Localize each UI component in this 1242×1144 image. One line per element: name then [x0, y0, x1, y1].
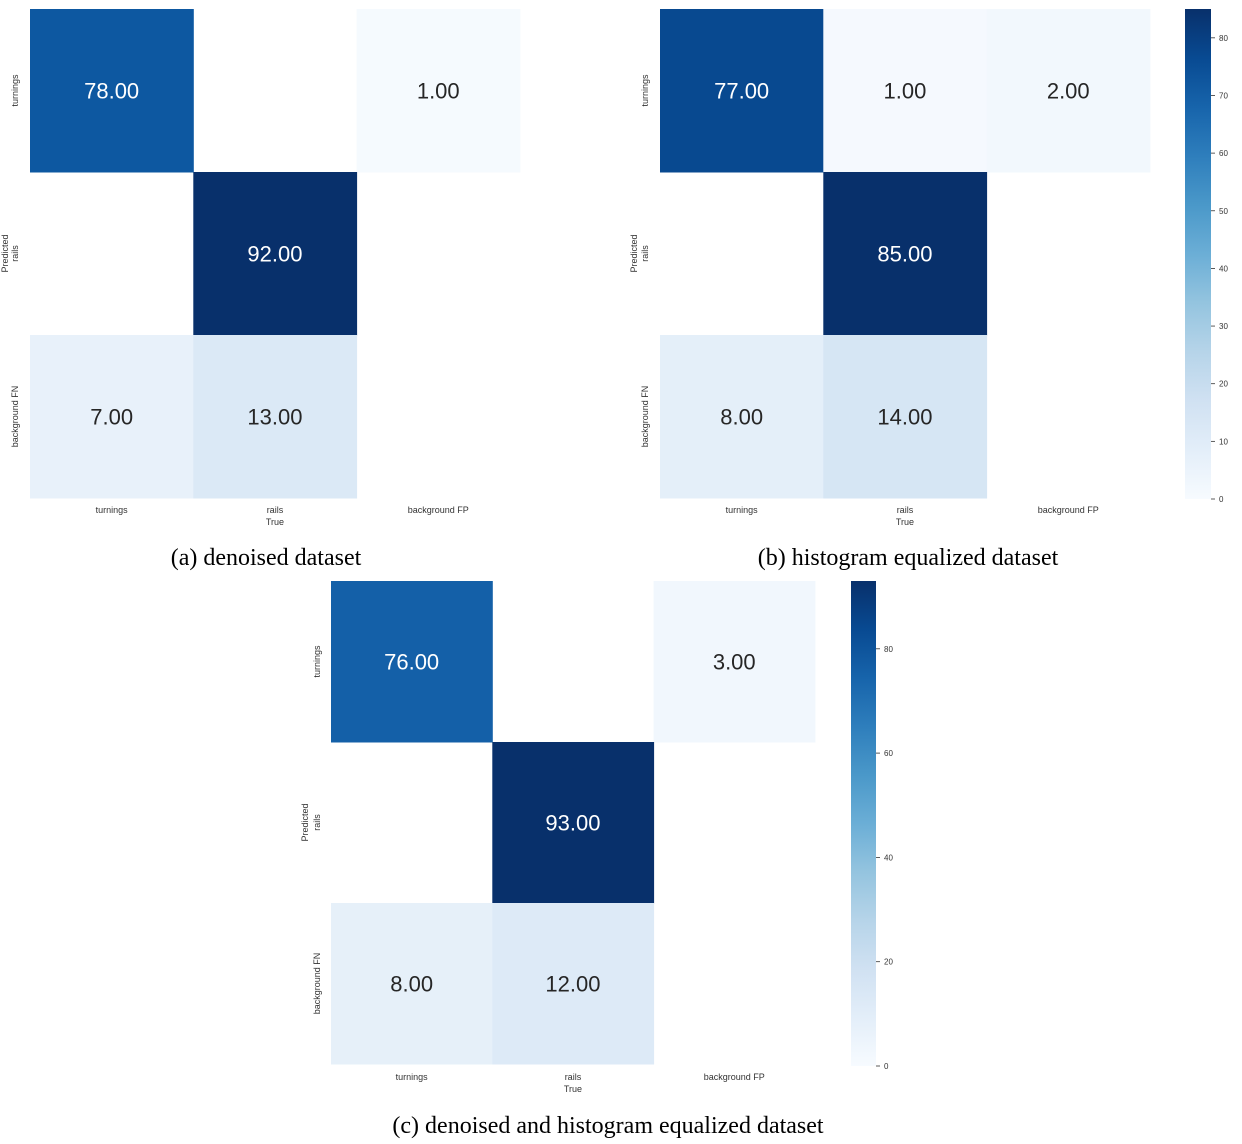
cell-value-label: 92.00	[247, 242, 302, 267]
heatmap-cell	[492, 742, 655, 904]
cell-value-label: 85.00	[877, 242, 932, 267]
y-axis-label: Predicted	[0, 234, 10, 272]
x-tick-label: background FP	[704, 1072, 765, 1082]
x-axis-label: True	[266, 517, 284, 527]
colorbar-tick-label: 60	[884, 749, 893, 758]
panel-caption: (c) denoised and histogram equalized dat…	[392, 1113, 824, 1139]
colorbar-tick-label: 20	[1219, 380, 1228, 389]
cell-value-label: 78.00	[84, 79, 139, 104]
heatmap-cell	[193, 335, 358, 499]
x-tick-label: background FP	[1038, 505, 1099, 515]
cell-value-label: 7.00	[90, 405, 133, 430]
heatmap-cell	[30, 335, 194, 499]
heatmap-cell	[653, 581, 816, 743]
heatmap-panel-2: 77.00 1.00 2.00 85.00 8.00 14.00 turnings rails…	[629, 9, 1228, 571]
cell-value-label: 14.00	[877, 405, 932, 430]
colorbar-tick-label: 60	[1219, 149, 1228, 158]
heatmap-cell	[986, 9, 1151, 173]
cell-value-label: 77.00	[714, 79, 769, 104]
heatmap-cell	[193, 172, 358, 336]
colorbar-tick-label: 50	[1219, 207, 1228, 216]
cell-value-label: 1.00	[884, 79, 927, 104]
y-axis-label: Predicted	[300, 803, 310, 841]
cell-value-label: 8.00	[720, 405, 763, 430]
x-tick-label: rails	[565, 1072, 582, 1082]
colorbar-tick-label: 80	[1219, 34, 1228, 43]
cell-value-label: 3.00	[713, 650, 756, 675]
heatmap-cell	[660, 9, 824, 173]
cell-value-label: 12.00	[545, 972, 600, 997]
cell-value-label: 1.00	[417, 79, 460, 104]
heatmap-cell	[823, 172, 988, 336]
y-tick-label: turnings	[640, 74, 650, 107]
x-tick-label: background FP	[408, 505, 469, 515]
heatmap-cell	[30, 9, 194, 173]
colorbar-tick-label: 80	[884, 645, 893, 654]
x-tick-label: rails	[267, 505, 284, 515]
y-axis-label: Predicted	[629, 234, 639, 272]
x-tick-label: turnings	[726, 505, 759, 515]
heatmap-cell	[331, 903, 493, 1065]
x-tick-label: rails	[897, 505, 914, 515]
colorbar-tick-label: 10	[1219, 437, 1228, 446]
heatmap-cell	[356, 9, 521, 173]
colorbar-tick-label: 40	[884, 853, 893, 862]
heatmap-cell	[823, 9, 988, 173]
y-tick-label: rails	[640, 245, 650, 262]
heatmap-cell	[660, 335, 824, 499]
heatmap-panel-1: 78.00 1.00 92.00 7.00 13.00 turnings rails back…	[0, 9, 521, 571]
panel-caption: (a) denoised dataset	[171, 545, 362, 571]
colorbar-tick-label: 20	[884, 958, 893, 967]
x-axis-label: True	[896, 517, 914, 527]
colorbar-tick-label: 40	[1219, 264, 1228, 273]
colorbar-tick-label: 0	[1219, 495, 1224, 504]
y-tick-label: turnings	[10, 74, 20, 107]
y-tick-label: background FN	[10, 386, 20, 448]
cell-value-label: 93.00	[545, 811, 600, 836]
x-axis-label: True	[564, 1084, 582, 1094]
cell-value-label: 8.00	[390, 972, 433, 997]
colorbar	[1185, 9, 1211, 499]
y-tick-label: rails	[312, 814, 322, 831]
y-tick-label: turnings	[312, 645, 322, 678]
panel-caption: (b) histogram equalized dataset	[758, 545, 1059, 571]
colorbar-tick-label: 30	[1219, 322, 1228, 331]
colorbar	[851, 581, 876, 1066]
cell-value-label: 13.00	[247, 405, 302, 430]
colorbar-tick-label: 0	[884, 1062, 889, 1071]
heatmap-cell	[492, 903, 655, 1065]
heatmap-cell	[823, 335, 988, 499]
x-tick-label: turnings	[396, 1072, 429, 1082]
x-tick-label: turnings	[96, 505, 129, 515]
cell-value-label: 76.00	[384, 650, 439, 675]
y-tick-label: background FN	[640, 386, 650, 448]
heatmap-panel-3: 76.00 3.00 93.00 8.00 12.00 turnings rails back…	[300, 581, 893, 1139]
y-tick-label: rails	[10, 245, 20, 262]
cell-value-label: 2.00	[1047, 79, 1090, 104]
colorbar-tick-label: 70	[1219, 91, 1228, 100]
heatmap-cell	[331, 581, 493, 743]
y-tick-label: background FN	[312, 953, 322, 1015]
